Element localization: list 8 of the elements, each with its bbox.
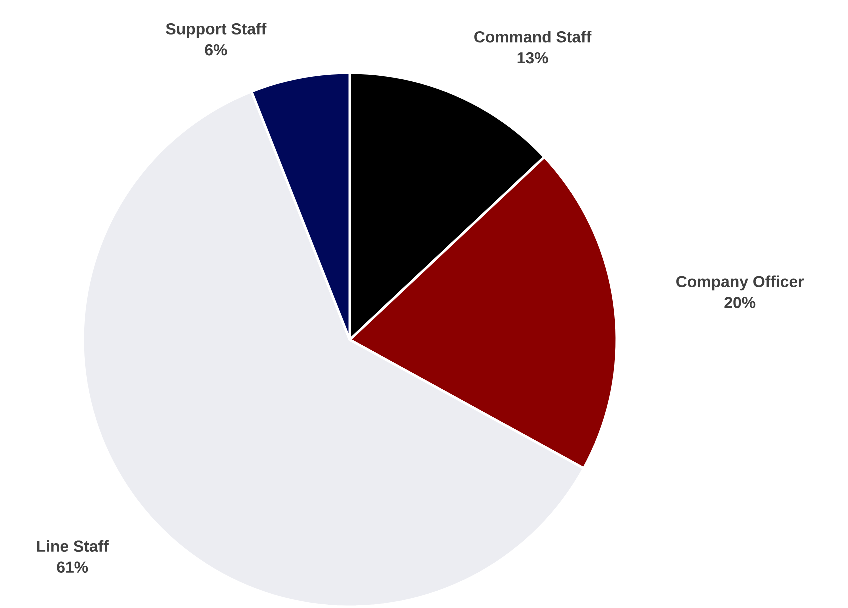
slice-label: Line Staff [37,540,109,552]
data-label: 61% [57,562,88,573]
slice-label: Command Staff [474,30,592,43]
data-label: 20% [724,297,756,308]
slice-label: Company Officer [676,276,804,291]
slice-label: Support Staff [166,22,267,38]
data-label: 6% [205,44,228,56]
data-label: 13% [518,52,548,64]
